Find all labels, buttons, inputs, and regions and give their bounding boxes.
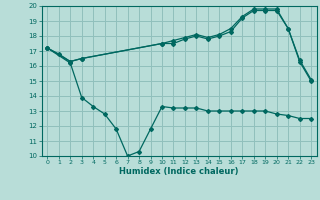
X-axis label: Humidex (Indice chaleur): Humidex (Indice chaleur) <box>119 167 239 176</box>
